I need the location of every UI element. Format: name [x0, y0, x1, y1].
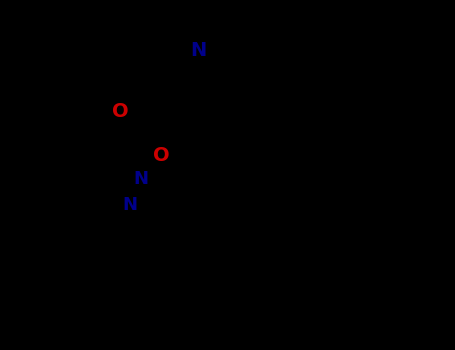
Text: N: N [122, 196, 137, 214]
Text: O: O [112, 103, 129, 121]
Text: N: N [134, 169, 148, 188]
Text: N: N [190, 41, 206, 60]
Text: O: O [153, 146, 170, 165]
